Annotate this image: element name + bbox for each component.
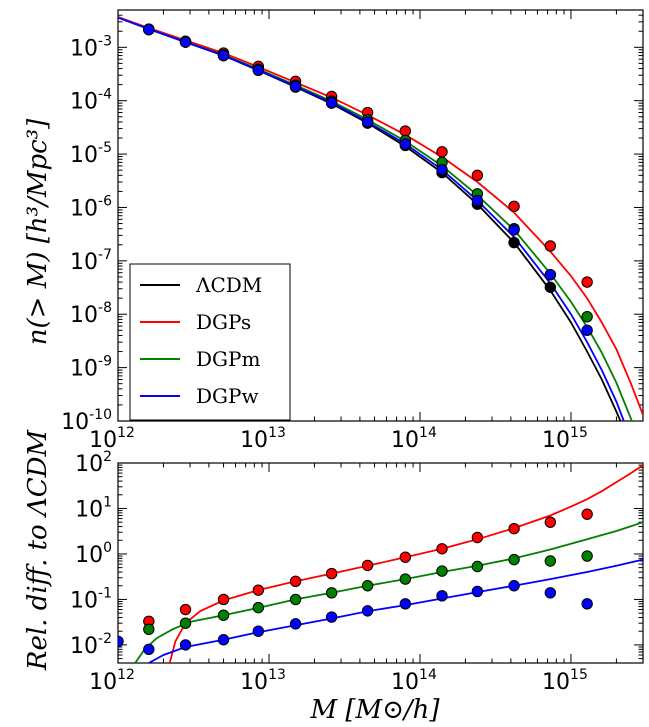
x-axis-label: M [M⊙/h] xyxy=(309,695,440,725)
bottom-data-point-DGPw xyxy=(179,639,192,651)
legend-label-DGPs: DGPs xyxy=(196,310,251,334)
bottom-data-point-DGPw xyxy=(217,634,230,646)
bottom-data-point-DGPw xyxy=(581,598,593,610)
top-y-tick-label: 10-7 xyxy=(70,247,112,275)
top-data-point-DGPw xyxy=(508,224,520,236)
bottom-data-point-DGPm xyxy=(289,593,302,606)
bottom-data-point-DGPs xyxy=(581,508,593,520)
top-data-point-DGPs xyxy=(544,240,557,252)
top-y-tick-label: 10-3 xyxy=(70,33,112,61)
bottom-x-tick-label: 1015 xyxy=(542,667,588,695)
top-data-point-DGPm xyxy=(581,310,593,323)
bottom-data-point-DGPm xyxy=(325,587,338,599)
top-data-point-DGPw xyxy=(361,116,374,128)
bottom-y-axis-label: Rel. diff. to ΛCDM xyxy=(23,429,53,672)
bottom-data-point-DGPs xyxy=(217,593,230,606)
bottom-data-point-DGPw xyxy=(508,580,520,592)
top-x-tick-label: 1012 xyxy=(89,425,135,453)
bottom-data-point-DGPw xyxy=(143,643,155,656)
top-data-point-DGPs xyxy=(581,276,593,288)
bottom-series-line-DGPs xyxy=(168,464,643,663)
legend-label-DGPw: DGPw xyxy=(196,384,259,408)
bottom-data-point-DGPs xyxy=(544,516,557,528)
bottom-y-tick-label: 10-2 xyxy=(70,631,112,659)
bottom-y-tick-label: 10-1 xyxy=(70,585,112,613)
legend-label-ΛCDM: ΛCDM xyxy=(195,273,262,297)
bottom-plot-frame xyxy=(117,462,644,664)
top-data-point-DGPw xyxy=(544,269,557,281)
top-y-tick-label: 10-4 xyxy=(70,87,112,115)
top-data-point-DGPw xyxy=(581,324,593,337)
bottom-x-tick-label: 1013 xyxy=(240,667,286,695)
bottom-x-tick-label: 1012 xyxy=(89,667,135,695)
bottom-data-point-DGPs xyxy=(471,531,484,544)
bottom-data-point-DGPw xyxy=(325,611,338,623)
top-data-point-DGPw xyxy=(289,80,302,93)
bottom-series-line-DGPm xyxy=(134,521,643,663)
top-y-tick-label: 10-9 xyxy=(70,354,112,382)
top-x-tick-label: 1014 xyxy=(391,425,437,453)
bottom-data-point-DGPs xyxy=(179,603,192,616)
bottom-data-point-DGPs xyxy=(361,559,374,572)
bottom-data-point-edge xyxy=(118,635,124,648)
top-data-point-DGPs xyxy=(399,125,412,137)
top-y-tick-label: 10-6 xyxy=(70,193,112,221)
bottom-series-line-DGPw xyxy=(148,558,643,663)
top-data-point-ΛCDM xyxy=(508,236,520,249)
top-data-point-DGPs xyxy=(471,169,484,182)
top-series-line-DGPw xyxy=(118,16,625,421)
top-data-point-DGPw xyxy=(252,64,265,76)
top-y-tick-label: 10-5 xyxy=(70,140,112,168)
bottom-panel-chart: 102 101 100 10-1 10-2 1012 1013 1014 1015 xyxy=(70,449,644,695)
top-data-point-DGPw xyxy=(143,23,155,36)
bottom-data-point-DGPs xyxy=(436,543,448,555)
bottom-data-point-DGPm xyxy=(143,623,155,636)
top-y-tick-label: 10-10 xyxy=(61,407,112,435)
bottom-data-point-DGPs xyxy=(289,575,302,588)
bottom-data-point-DGPm xyxy=(252,601,265,614)
bottom-data-point-DGPw xyxy=(471,585,484,598)
bottom-data-point-DGPm xyxy=(217,609,230,621)
bottom-data-point-DGPw xyxy=(252,625,265,637)
bottom-data-point-DGPw xyxy=(399,598,412,610)
bottom-data-point-DGPm xyxy=(508,553,520,566)
bottom-data-point-DGPw xyxy=(361,605,374,617)
bottom-data-point-DGPm xyxy=(581,550,593,562)
top-data-point-DGPw xyxy=(217,49,230,62)
top-data-point-DGPw xyxy=(399,138,412,150)
top-x-tick-label: 1015 xyxy=(542,425,588,453)
top-data-point-DGPw xyxy=(436,163,448,176)
bottom-data-point-DGPm xyxy=(544,555,557,567)
top-data-point-DGPs xyxy=(508,200,520,213)
bottom-data-point-DGPm xyxy=(436,565,448,577)
bottom-x-tick-label: 1014 xyxy=(391,667,437,695)
top-data-point-DGPw xyxy=(471,194,484,207)
top-x-tick-label: 1013 xyxy=(240,425,286,453)
bottom-data-point-DGPw xyxy=(436,590,448,602)
bottom-data-point-DGPs xyxy=(508,522,520,535)
bottom-data-point-DGPm xyxy=(361,580,374,592)
bottom-data-point-DGPw xyxy=(289,618,302,630)
bottom-y-tick-label: 100 xyxy=(75,540,112,568)
top-y-axis-label: n(> M) [h³/Mpc³] xyxy=(23,118,53,345)
bottom-data-point-DGPw xyxy=(544,587,557,599)
bottom-data-point-DGPm xyxy=(179,617,192,629)
top-data-point-ΛCDM xyxy=(544,281,557,293)
top-data-point-DGPs xyxy=(436,146,448,158)
top-data-point-DGPw xyxy=(325,96,338,109)
legend: ΛCDM DGPs DGPm DGPw xyxy=(129,263,291,421)
bottom-data-point-DGPs xyxy=(399,551,412,563)
top-y-tick-label: 10-8 xyxy=(70,300,112,328)
bottom-data-point-DGPm xyxy=(471,560,484,573)
bottom-y-tick-label: 102 xyxy=(75,449,112,477)
bottom-y-tick-label: 101 xyxy=(75,494,112,522)
bottom-data-point-DGPs xyxy=(325,567,338,580)
top-data-point-DGPw xyxy=(179,36,192,48)
bottom-data-point-DGPs xyxy=(252,584,265,596)
legend-label-DGPm: DGPm xyxy=(196,347,260,371)
bottom-data-point-DGPm xyxy=(399,573,412,585)
